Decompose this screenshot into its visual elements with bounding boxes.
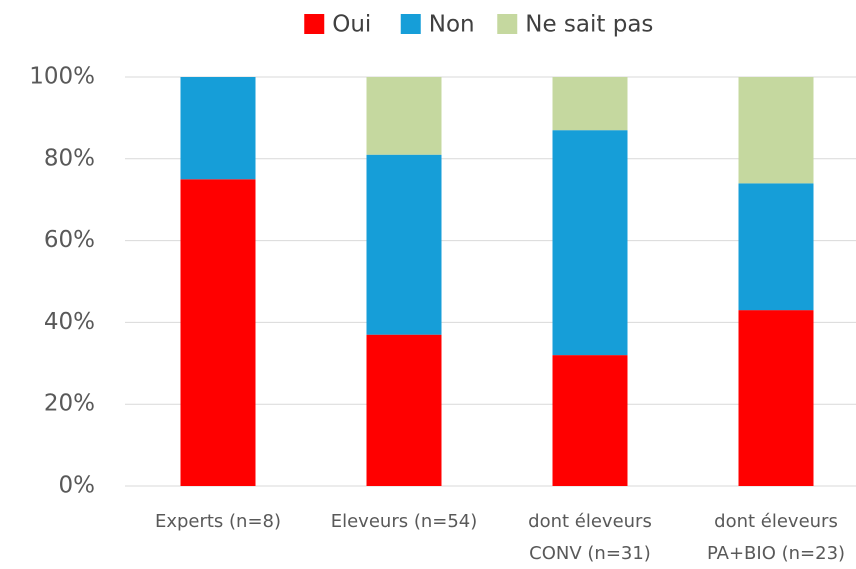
x-tick-label: Eleveurs (n=54) — [331, 511, 478, 532]
y-tick-label: 80% — [44, 145, 95, 171]
x-tick-label: PA+BIO (n=23) — [707, 543, 845, 564]
x-tick-label: dont éleveurs — [528, 511, 652, 532]
y-tick-label: 60% — [44, 227, 95, 253]
bar-segment — [366, 77, 442, 155]
bar-segment — [738, 183, 814, 311]
y-tick-label: 40% — [44, 309, 95, 335]
x-tick-label: dont éleveurs — [714, 511, 838, 532]
bar-segment — [552, 355, 628, 486]
bar-segment — [552, 77, 628, 131]
legend-label: Oui — [332, 12, 371, 38]
bar-segment — [738, 77, 814, 184]
bar-segment — [366, 334, 442, 486]
bar-segment — [738, 310, 814, 486]
x-tick-label: Experts (n=8) — [155, 511, 281, 532]
y-tick-label: 100% — [29, 64, 95, 90]
bar-segment — [552, 130, 628, 356]
legend-label: Non — [429, 12, 475, 38]
y-tick-label: 20% — [44, 391, 95, 417]
legend-swatch — [400, 14, 421, 34]
bar-segment — [180, 179, 256, 486]
legend-label: Ne sait pas — [525, 12, 653, 38]
bar-segment — [366, 154, 442, 335]
x-tick-label: CONV (n=31) — [529, 543, 651, 564]
legend-swatch — [304, 14, 325, 34]
bar-segment — [180, 77, 256, 180]
legend-swatch — [497, 14, 518, 34]
y-tick-label: 0% — [59, 473, 96, 499]
